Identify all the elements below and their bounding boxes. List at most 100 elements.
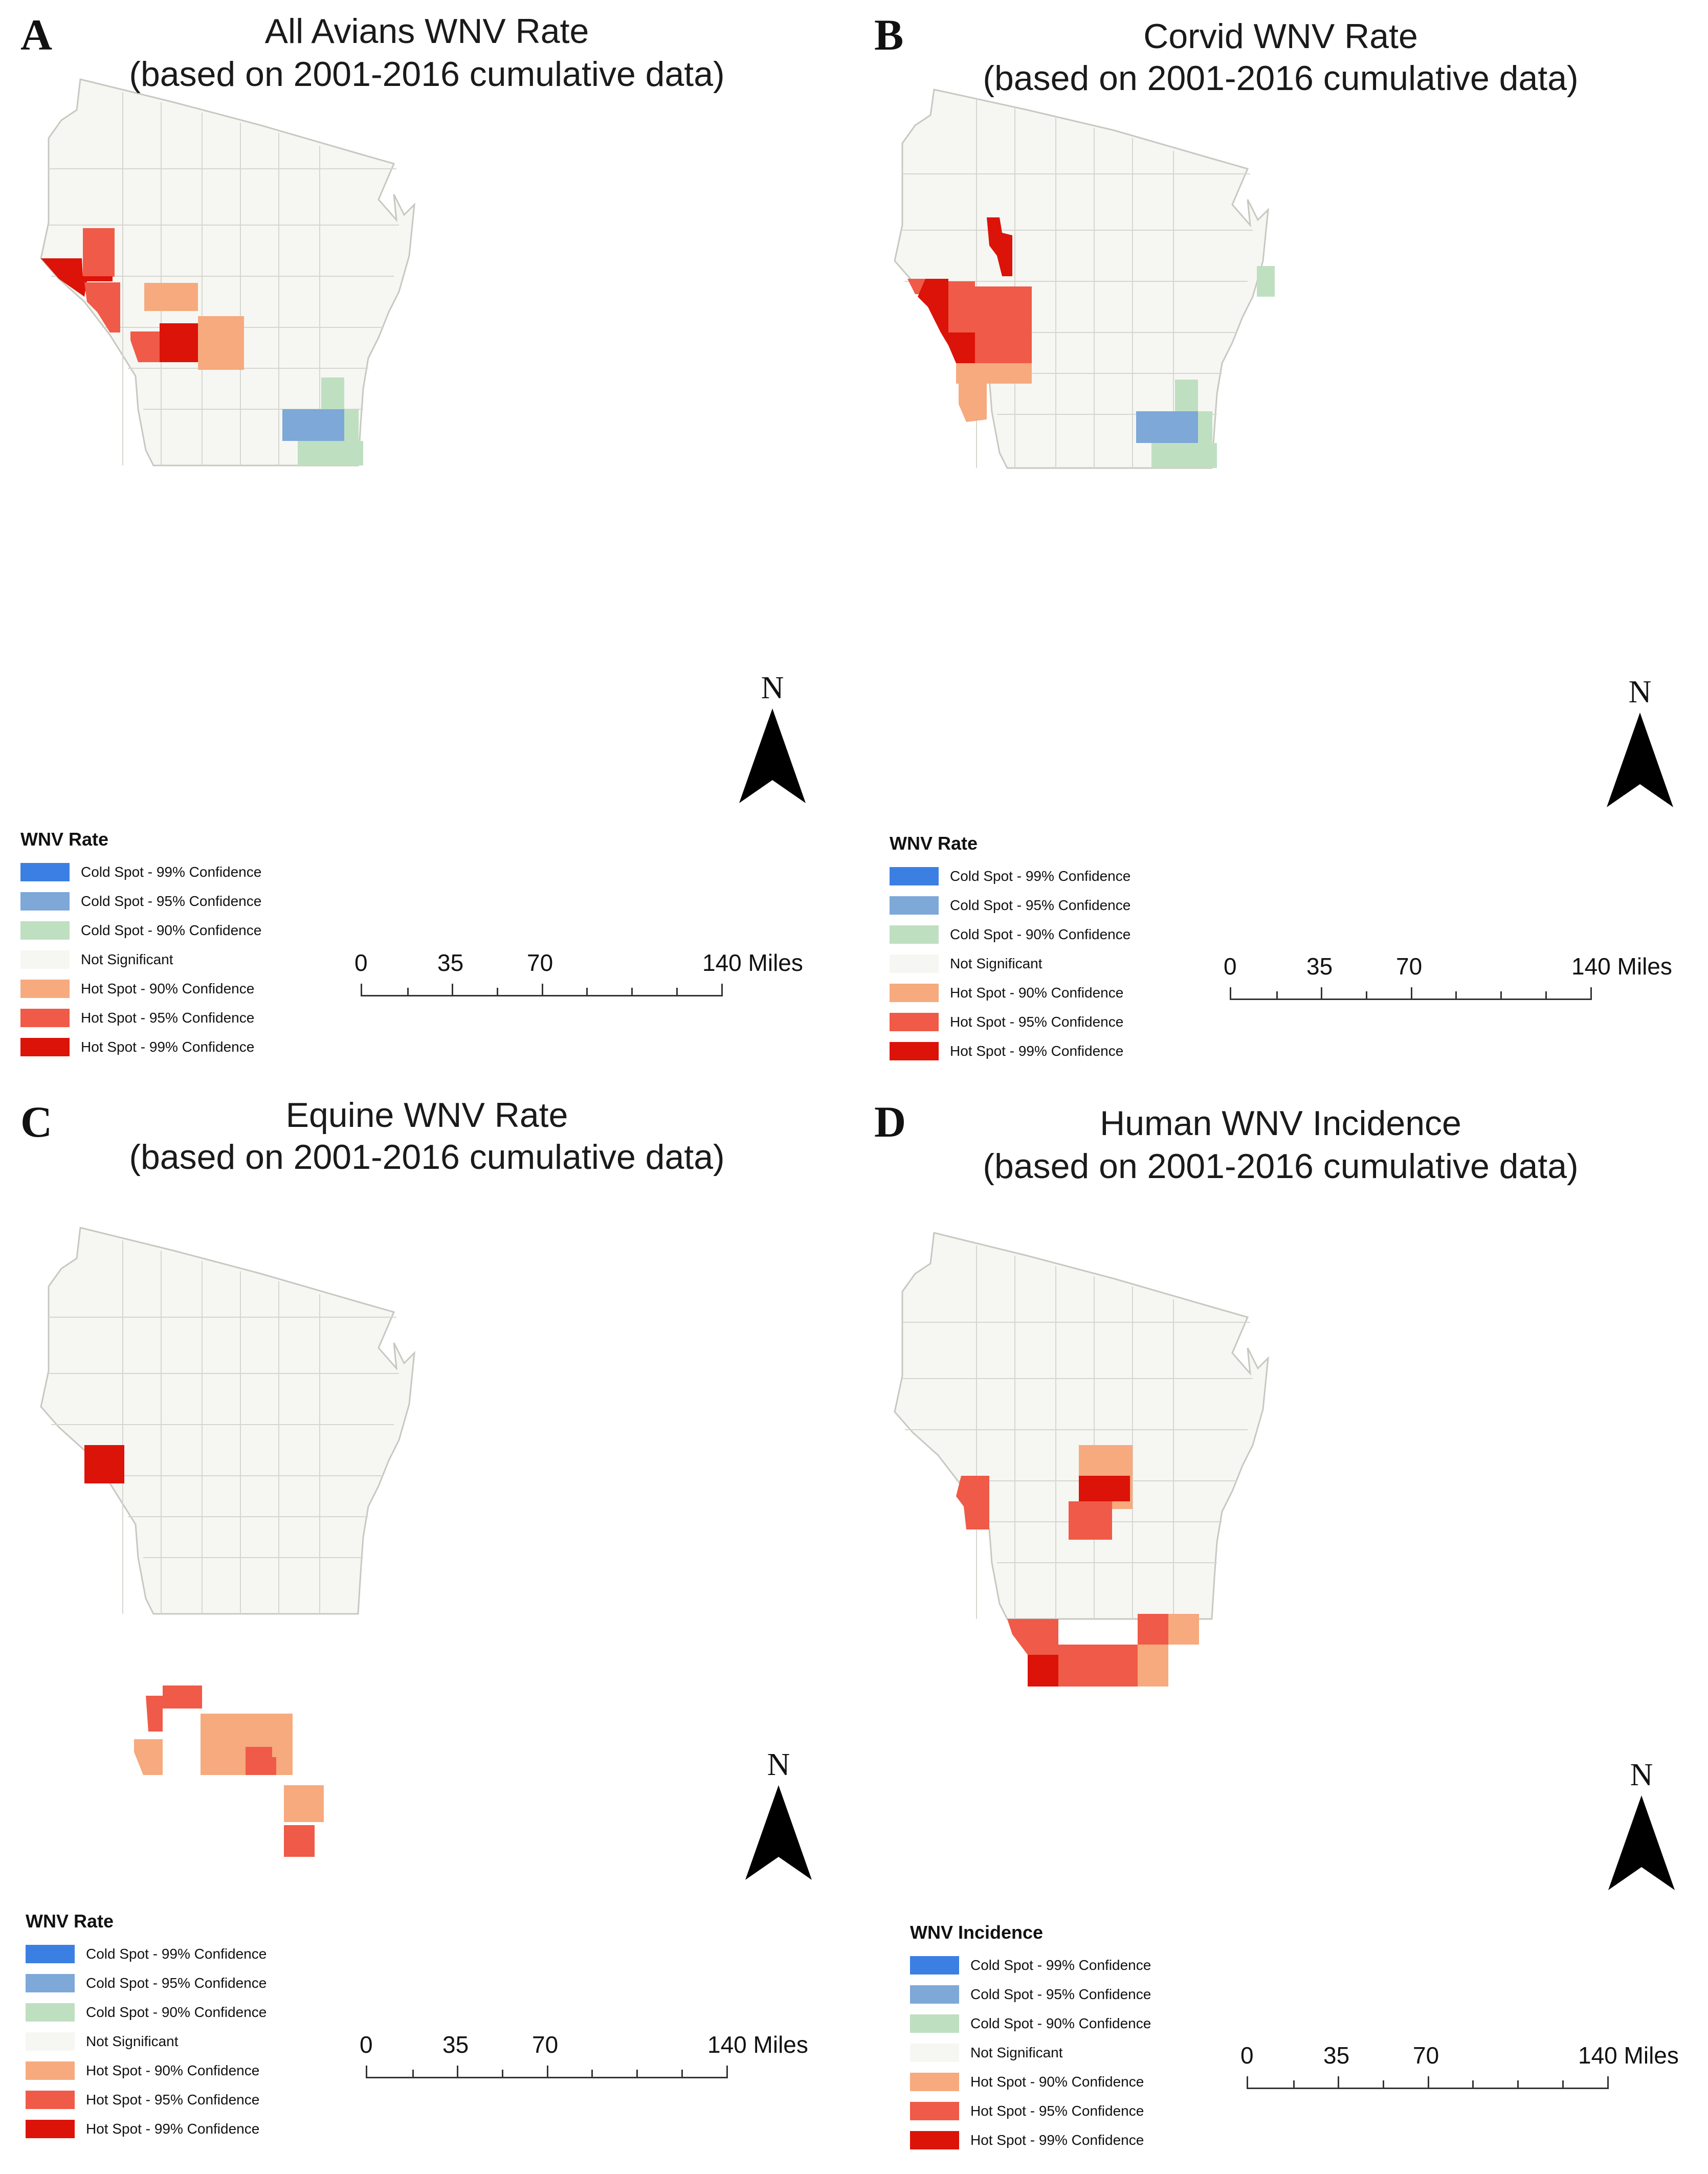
county-washington — [1175, 380, 1198, 411]
legend-item-cold-90: Cold Spot - 90% Confidence — [890, 920, 1130, 949]
legend-swatch — [890, 867, 939, 885]
scale-bar: 0 35 70 140 Miles — [354, 949, 803, 1000]
map-legend: WNV Incidence Cold Spot - 99% Confidence… — [910, 1922, 1151, 2155]
county-iron — [987, 217, 1012, 276]
legend-item-hot-99: Hot Spot - 99% Confidence — [910, 2125, 1151, 2155]
scale-tick — [452, 984, 453, 995]
legend-item-cold-99: Cold Spot - 99% Confidence — [890, 861, 1130, 891]
legend-label: Cold Spot - 90% Confidence — [86, 2004, 267, 2020]
legend-title: WNV Rate — [890, 833, 978, 854]
legend-swatch — [910, 2014, 959, 2033]
scale-bar: 0 35 70 140 Miles — [1240, 2042, 1679, 2093]
county-crawford — [959, 384, 987, 422]
state-outline — [40, 1227, 415, 1615]
scale-tick — [407, 988, 409, 995]
scale-tick — [1545, 991, 1547, 999]
map-title-line1: Corvid WNV Rate — [1143, 17, 1418, 56]
scale-tick — [1455, 991, 1457, 999]
map-legend: WNV Rate Cold Spot - 99% Confidence Cold… — [890, 833, 1130, 1066]
legend-item-cold-99: Cold Spot - 99% Confidence — [26, 1939, 267, 1968]
county-lafayette — [1028, 1655, 1058, 1687]
scale-label-70: 70 — [1413, 2042, 1439, 2069]
legend-label: Hot Spot - 90% Confidence — [950, 984, 1124, 1001]
panel-a: A All Avians WNV Rate (based on 2001-201… — [0, 0, 854, 1087]
legend-item-hot-99: Hot Spot - 99% Confidence — [20, 1032, 261, 1061]
panel-b: B Corvid WNV Rate (based on 2001-2016 cu… — [854, 0, 1707, 1087]
county-milwaukee — [344, 409, 359, 441]
county-clark — [1069, 1501, 1112, 1540]
county-buffalo — [918, 279, 948, 332]
legend-swatch — [20, 979, 70, 998]
legend-label: Cold Spot - 99% Confidence — [970, 1957, 1151, 1973]
map-title-line2: (based on 2001-2016 cumulative data) — [983, 1147, 1579, 1186]
scale-tick — [1366, 991, 1367, 999]
scale-tick — [681, 2070, 683, 2077]
map-legend: WNV Rate Cold Spot - 99% Confidence Cold… — [26, 1911, 267, 2143]
legend-swatch — [910, 2131, 959, 2149]
state-outline — [40, 78, 415, 467]
legend-label: Cold Spot - 95% Confidence — [950, 897, 1131, 913]
scale-label-140: 140 Miles — [1571, 953, 1672, 980]
legend-label: Cold Spot - 99% Confidence — [81, 863, 262, 880]
north-arrow-icon — [745, 1785, 812, 1880]
legend-item-hot-90: Hot Spot - 90% Confidence — [890, 978, 1130, 1007]
scale-label-0: 0 — [360, 2031, 373, 2058]
map-legend: WNV Rate Cold Spot - 99% Confidence Cold… — [20, 829, 261, 1061]
legend-title: WNV Rate — [20, 829, 109, 850]
county-waukesha — [1168, 1614, 1199, 1645]
county-juneau-adams — [198, 316, 244, 370]
legend-item-cold-95: Cold Spot - 95% Confidence — [910, 1980, 1151, 2009]
county-overlays — [41, 228, 363, 465]
legend-swatch — [910, 2101, 959, 2120]
legend-label: Cold Spot - 95% Confidence — [970, 1986, 1151, 2002]
legend-label: Hot Spot - 95% Confidence — [950, 1013, 1124, 1030]
scale-label-35: 35 — [1323, 2042, 1350, 2069]
scale-tick — [1383, 2080, 1384, 2088]
legend-item-hot-95: Hot Spot - 95% Confidence — [20, 1003, 261, 1032]
county-taylor — [1079, 1476, 1130, 1501]
county-monroe — [160, 323, 198, 362]
county-milwaukee — [1198, 411, 1212, 443]
legend-title: WNV Rate — [26, 1911, 114, 1932]
north-label: N — [1628, 675, 1652, 709]
scale-line — [1247, 2076, 1609, 2089]
county-vernon — [956, 363, 1032, 384]
legend-swatch — [26, 2090, 75, 2109]
panel-letter: C — [20, 1097, 53, 1146]
county-overlays — [956, 1445, 1199, 1687]
legend-label: Hot Spot - 90% Confidence — [970, 2073, 1144, 2090]
map-title-line1: All Avians WNV Rate — [264, 12, 589, 51]
legend-item-hot-99: Hot Spot - 99% Confidence — [890, 1036, 1130, 1066]
legend-label: Not Significant — [81, 951, 173, 967]
legend-swatch — [26, 1944, 75, 1963]
county-jackson — [144, 283, 198, 311]
north-arrow: N — [745, 1747, 812, 1880]
county-la-crosse — [134, 1739, 163, 1775]
legend-item-cold-99: Cold Spot - 99% Confidence — [910, 1950, 1151, 1980]
legend-label: Cold Spot - 99% Confidence — [86, 1945, 267, 1962]
legend-swatch — [890, 1012, 939, 1031]
scale-label-0: 0 — [354, 949, 368, 976]
north-label: N — [761, 671, 784, 705]
legend-swatch — [890, 896, 939, 915]
county-grid — [49, 1240, 399, 1614]
wisconsin-map-b — [894, 88, 1275, 469]
county-monroe — [975, 334, 1032, 363]
north-arrow: N — [1608, 1757, 1675, 1890]
scale-label-70: 70 — [1396, 953, 1423, 980]
scale-tick — [1500, 991, 1502, 999]
legend-label: Hot Spot - 90% Confidence — [86, 2062, 260, 2078]
scale-line — [366, 2066, 728, 2078]
county-jefferson-waukesha — [1136, 411, 1198, 443]
legend-item-not-significant: Not Significant — [20, 945, 261, 974]
map-title-line1: Human WNV Incidence — [1100, 1104, 1461, 1143]
scale-tick — [631, 988, 633, 995]
legend-item-hot-95: Hot Spot - 95% Confidence — [26, 2085, 267, 2114]
scale-label-35: 35 — [442, 2031, 469, 2058]
county-trempealeau — [130, 331, 160, 362]
county-marquette — [246, 1747, 276, 1775]
legend-item-cold-99: Cold Spot - 99% Confidence — [20, 857, 261, 886]
legend-swatch — [20, 1037, 70, 1056]
scale-label-70: 70 — [527, 949, 553, 976]
county-grant-iowa — [1007, 1619, 1058, 1655]
